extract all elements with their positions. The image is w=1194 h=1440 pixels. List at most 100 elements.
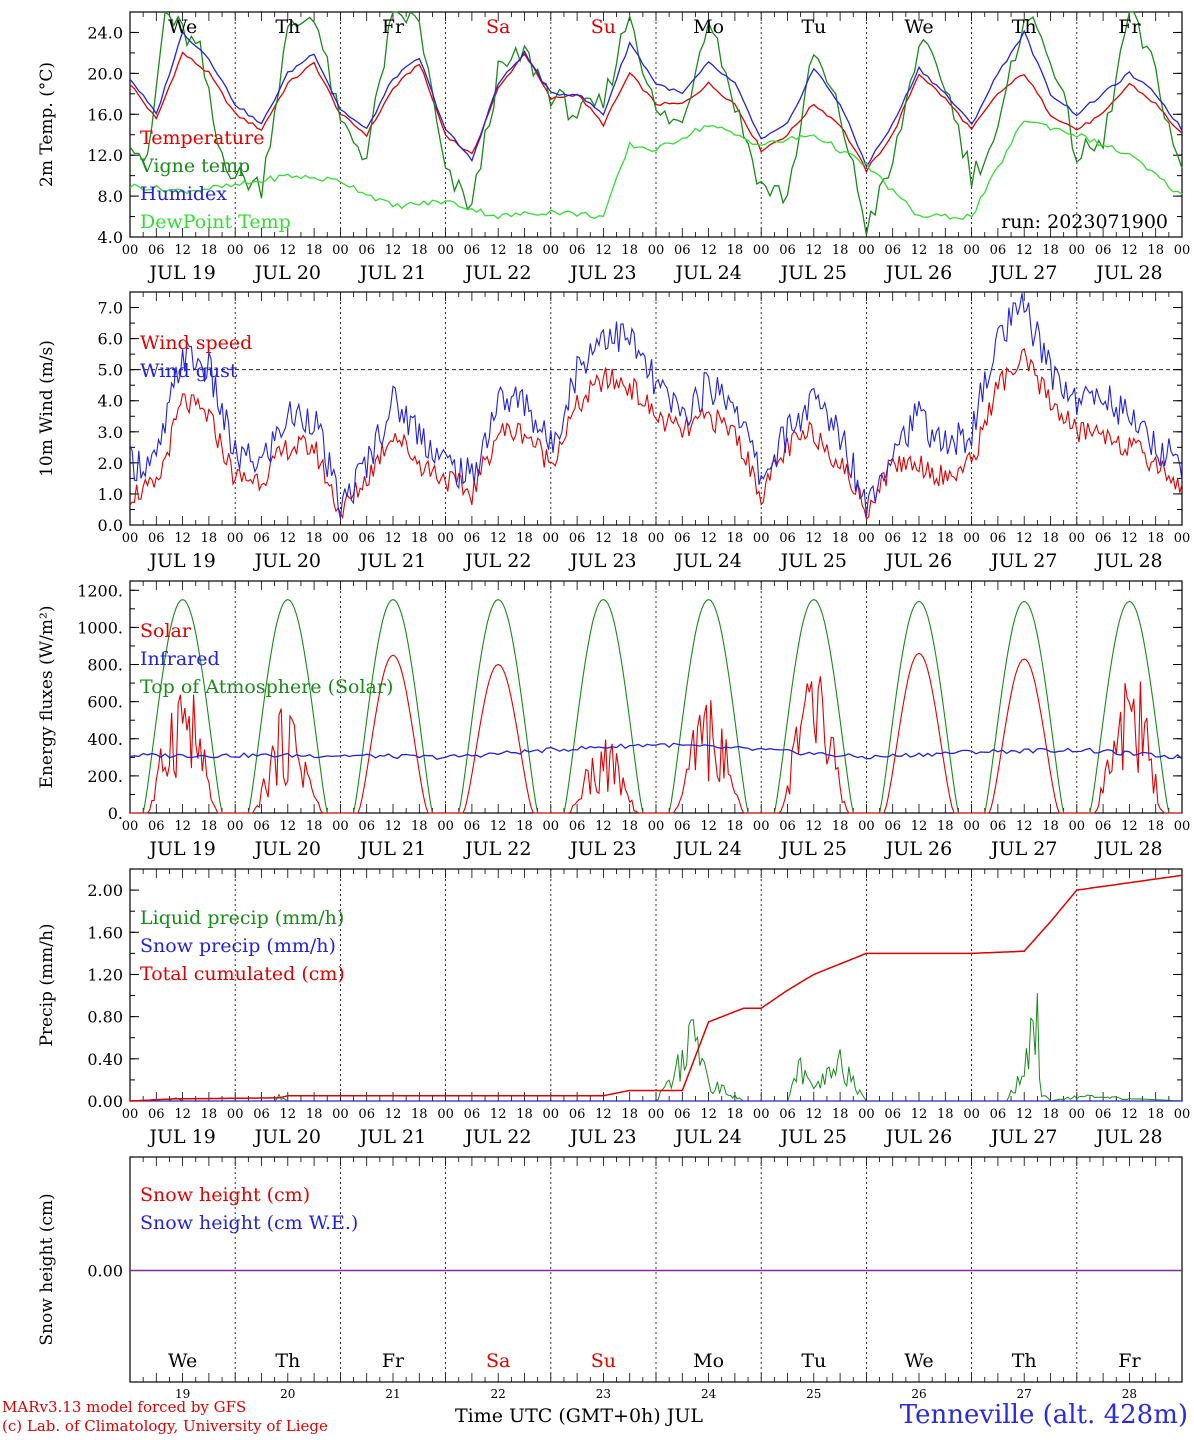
y-tick-label: 5.0 (98, 361, 123, 380)
weekday-label: We (904, 1350, 933, 1372)
hour-tick-label: 06 (1095, 243, 1112, 258)
day-number: 19 (175, 1387, 190, 1401)
y-tick-label: 200. (87, 767, 123, 786)
day-number: 23 (596, 1387, 611, 1401)
legend-top-of-atmosphere-solar-: Top of Atmosphere (Solar) (140, 676, 393, 698)
hour-tick-label: 00 (1174, 531, 1191, 546)
legend-wind-gust: Wind gust (140, 360, 238, 382)
hour-tick-label: 06 (779, 531, 796, 546)
hour-tick-label: 00 (1174, 819, 1191, 834)
hour-tick-label: 06 (674, 1107, 691, 1122)
hour-tick-label: 18 (201, 243, 218, 258)
day-label: JUL 27 (989, 550, 1057, 572)
y-tick-label: 0.0 (98, 516, 123, 535)
y-tick-label: 12.0 (87, 146, 123, 165)
hour-tick-label: 12 (806, 531, 823, 546)
y-tick-label: 800. (87, 656, 123, 675)
y-tick-label: 0.00 (87, 1262, 123, 1281)
day-label: JUL 23 (568, 550, 636, 572)
hour-tick-label: 00 (1069, 531, 1086, 546)
hour-tick-label: 06 (990, 243, 1007, 258)
hour-tick-label: 12 (700, 1107, 717, 1122)
hour-tick-label: 12 (174, 819, 191, 834)
day-number: 25 (806, 1387, 821, 1401)
hour-tick-label: 12 (385, 531, 402, 546)
model-credits: MARv3.13 model forced by GFS (c) Lab. of… (2, 1398, 328, 1436)
hour-tick-label: 06 (464, 243, 481, 258)
hour-tick-label: 00 (122, 819, 139, 834)
y-axis-label-0: 2m Temp. (°C) (37, 62, 57, 187)
hour-tick-label: 00 (227, 531, 244, 546)
hour-tick-label: 00 (753, 531, 770, 546)
weekday-label: Fr (1118, 1350, 1141, 1372)
weekday-label: Th (1012, 1350, 1037, 1372)
hour-tick-label: 12 (700, 531, 717, 546)
credit-line-2: (c) Lab. of Climatology, University of L… (2, 1417, 328, 1435)
y-axis-label-4: Snow height (cm) (37, 1193, 57, 1345)
day-label: JUL 23 (568, 262, 636, 284)
y-tick-label: 1200. (77, 581, 123, 600)
hour-tick-label: 00 (1174, 243, 1191, 258)
legend-snow-height-cm-: Snow height (cm) (140, 1184, 310, 1206)
hour-tick-label: 06 (569, 531, 586, 546)
day-label: JUL 27 (989, 838, 1057, 860)
weekday-label: Fr (1118, 16, 1141, 38)
y-tick-label: 24.0 (87, 23, 123, 42)
hour-tick-label: 00 (753, 1107, 770, 1122)
day-label: JUL 24 (673, 550, 741, 572)
y-tick-label: 1.0 (98, 485, 123, 504)
hour-tick-label: 00 (332, 1107, 349, 1122)
y-tick-label: 1.60 (87, 923, 123, 942)
y-tick-label: 400. (87, 730, 123, 749)
hour-tick-label: 00 (753, 243, 770, 258)
hour-tick-label: 00 (227, 1107, 244, 1122)
hour-tick-label: 06 (569, 1107, 586, 1122)
day-label: JUL 19 (147, 838, 215, 860)
hour-tick-label: 00 (437, 531, 454, 546)
hour-tick-label: 18 (621, 243, 638, 258)
day-label: JUL 26 (884, 1126, 952, 1148)
y-tick-label: 0. (108, 804, 123, 823)
hour-tick-label: 06 (674, 531, 691, 546)
day-label: JUL 23 (568, 838, 636, 860)
day-label: JUL 19 (147, 550, 215, 572)
hour-tick-label: 18 (727, 243, 744, 258)
day-label: JUL 22 (463, 838, 531, 860)
day-label: JUL 19 (147, 1126, 215, 1148)
day-number: 22 (491, 1387, 506, 1401)
hour-tick-label: 00 (1069, 819, 1086, 834)
hour-tick-label: 00 (753, 819, 770, 834)
hour-tick-label: 00 (648, 243, 665, 258)
weekday-label: Fr (382, 16, 405, 38)
hour-tick-label: 06 (990, 1107, 1007, 1122)
hour-tick-label: 06 (1095, 1107, 1112, 1122)
hour-tick-label: 06 (358, 1107, 375, 1122)
hour-tick-label: 06 (884, 243, 901, 258)
day-label: JUL 20 (253, 550, 321, 572)
hour-tick-label: 18 (621, 531, 638, 546)
hour-tick-label: 18 (1147, 531, 1164, 546)
hour-tick-label: 00 (963, 531, 980, 546)
series-solar (130, 652, 1182, 814)
hour-tick-label: 00 (543, 243, 560, 258)
hour-tick-label: 18 (1042, 819, 1059, 834)
day-label: JUL 20 (253, 262, 321, 284)
hour-tick-label: 18 (727, 1107, 744, 1122)
weekday-label: Th (1012, 16, 1037, 38)
day-label: JUL 22 (463, 550, 531, 572)
day-label: JUL 26 (884, 838, 952, 860)
legend-solar: Solar (140, 620, 192, 642)
hour-tick-label: 00 (332, 243, 349, 258)
hour-tick-label: 18 (621, 819, 638, 834)
hour-tick-label: 12 (1121, 1107, 1138, 1122)
hour-tick-label: 12 (911, 531, 928, 546)
weekday-label: Sa (486, 1350, 510, 1372)
hour-tick-label: 06 (253, 531, 270, 546)
hour-tick-label: 00 (1174, 1107, 1191, 1122)
legend-temperature: Temperature (140, 127, 264, 149)
hour-tick-label: 18 (306, 243, 323, 258)
y-tick-label: 6.0 (98, 330, 123, 349)
hour-tick-label: 00 (858, 531, 875, 546)
y-tick-label: 4.0 (98, 392, 123, 411)
hour-tick-label: 18 (516, 243, 533, 258)
